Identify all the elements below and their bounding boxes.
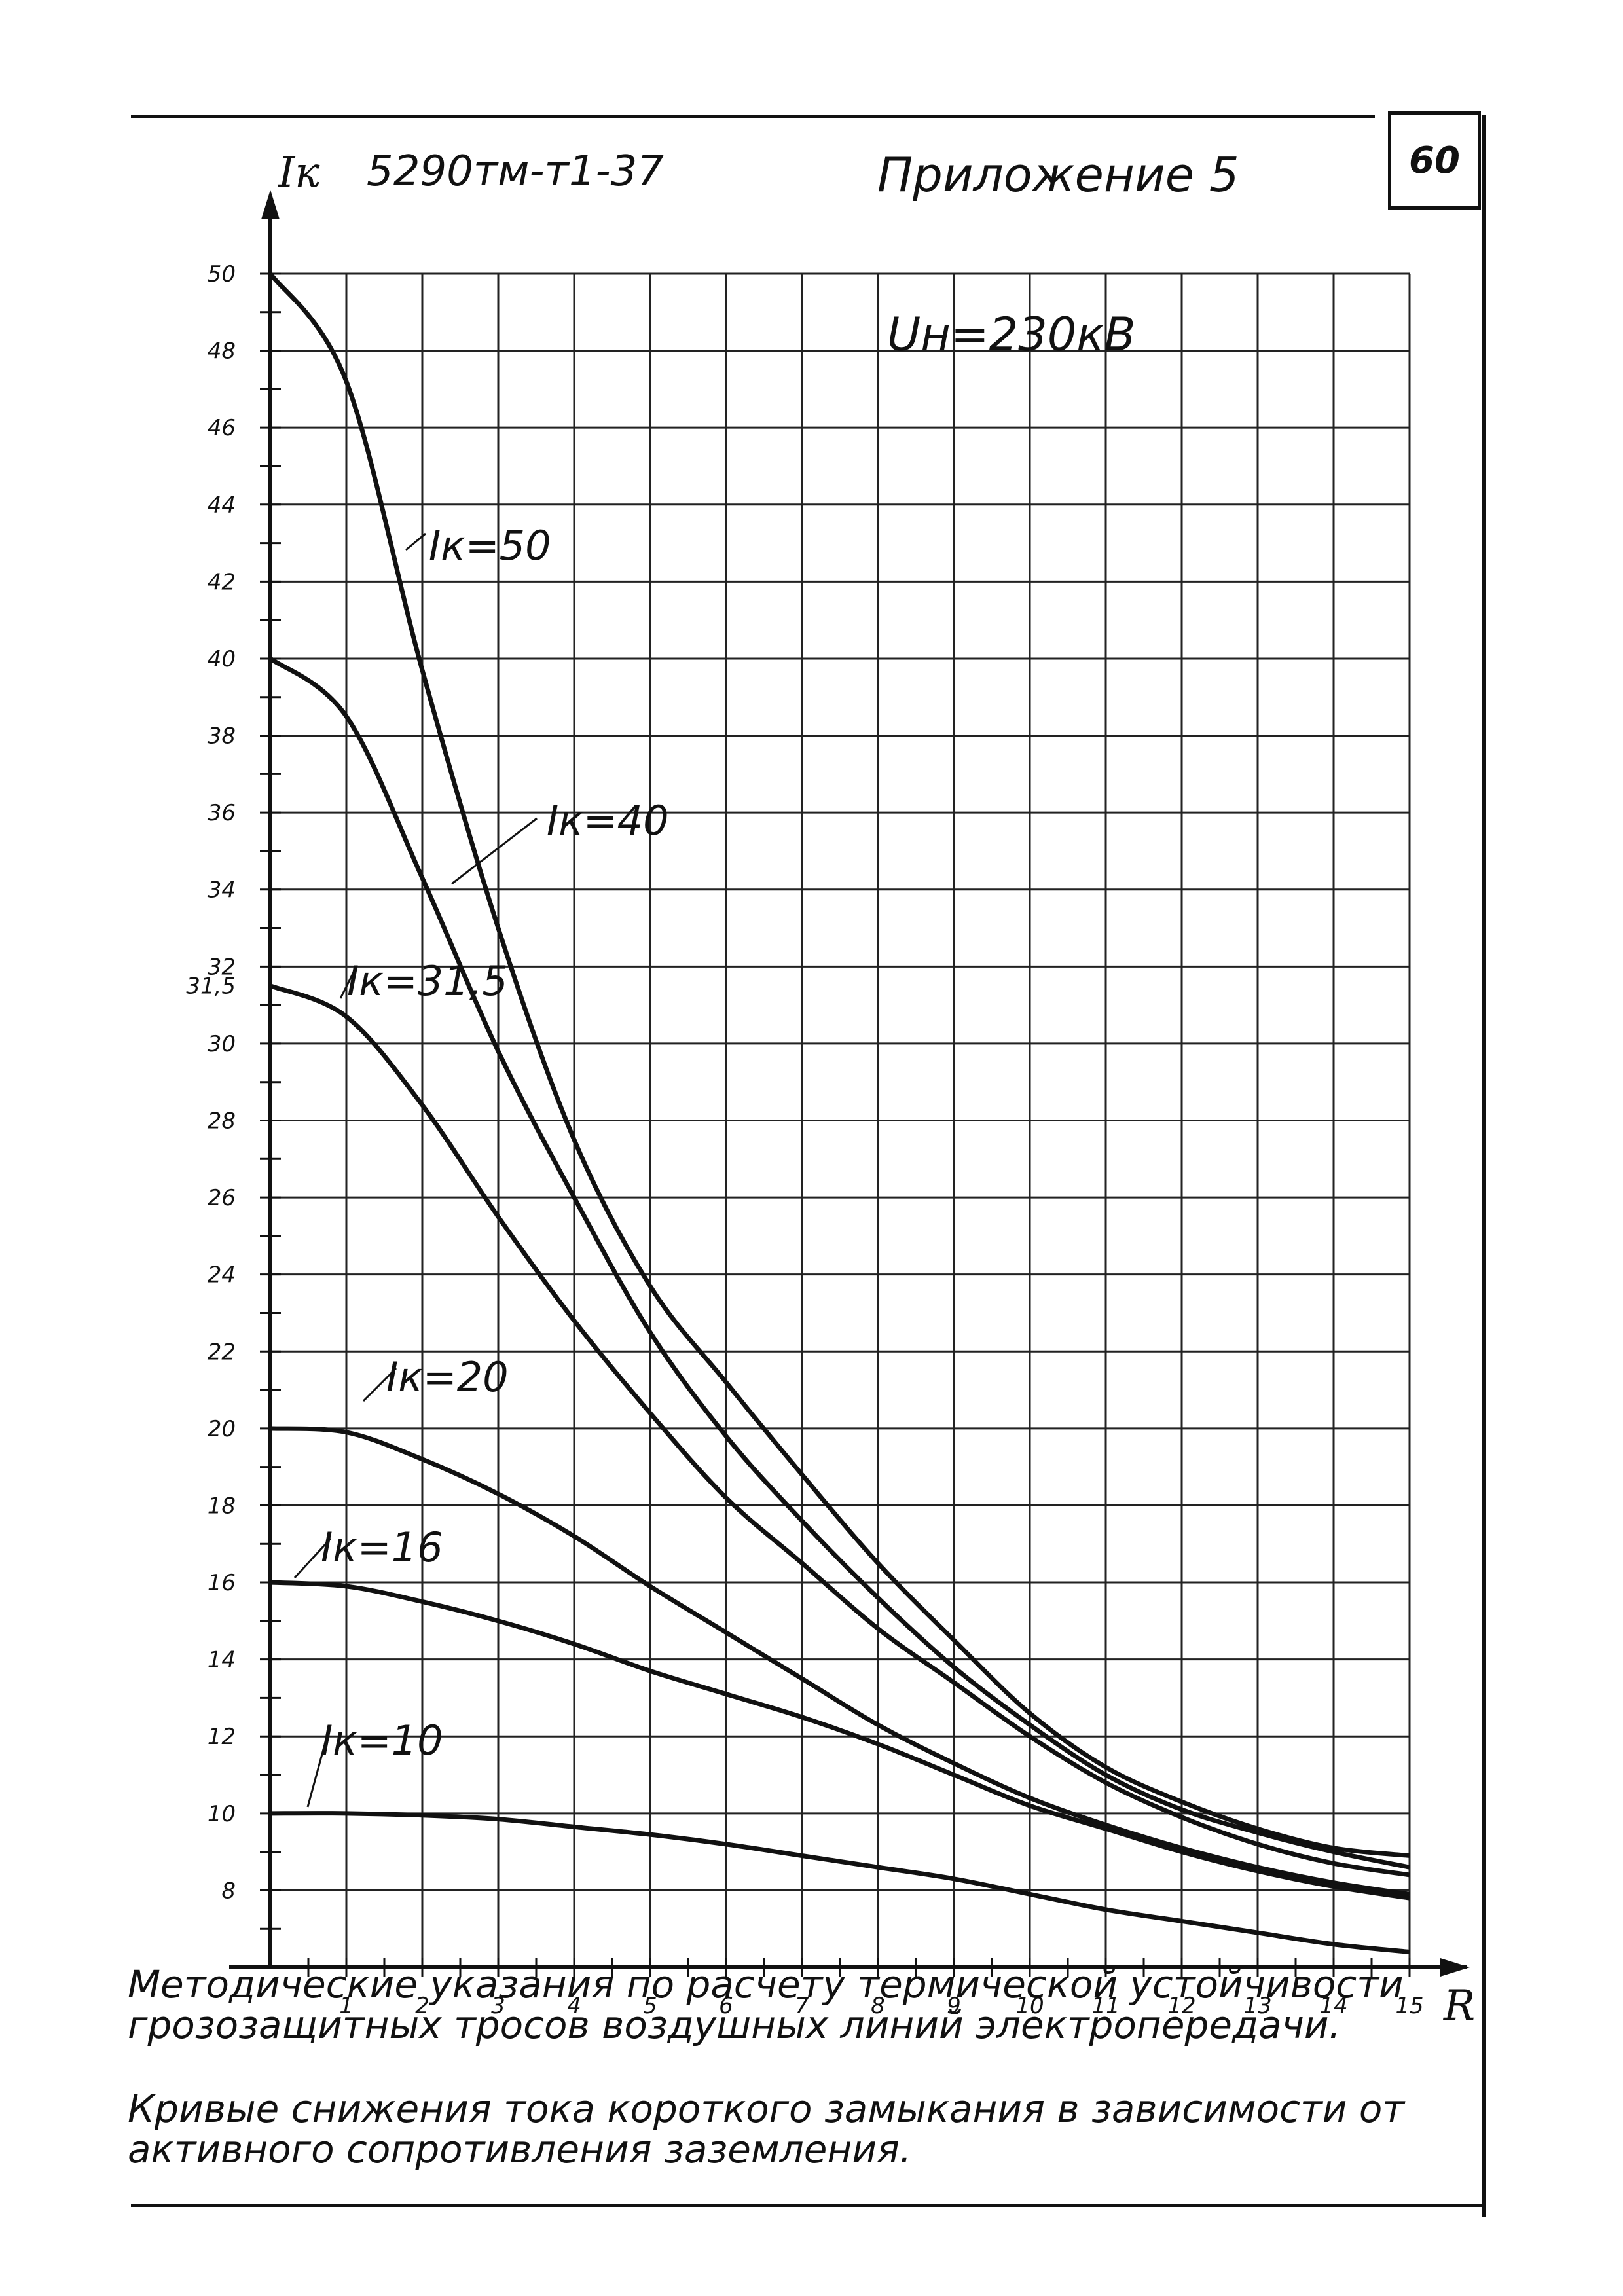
y-tick-label: 32 xyxy=(208,954,236,980)
y-tick-label: 14 xyxy=(208,1647,236,1673)
frame-top-line xyxy=(131,115,1375,118)
y-tick-label: 26 xyxy=(208,1185,236,1211)
y-tick-label: 12 xyxy=(208,1724,236,1750)
curve-line xyxy=(268,272,1410,1858)
curve-label-leader xyxy=(362,1367,397,1402)
curve-line xyxy=(268,657,1410,1870)
chart-grid xyxy=(270,272,1411,1967)
x-tick-label: 3 xyxy=(491,1993,505,2019)
x-tick-label: 1 xyxy=(339,1993,354,2019)
y-tick-label: 34 xyxy=(208,877,236,903)
page-number-box: 60 xyxy=(1388,111,1481,210)
curve-label-leader xyxy=(293,1537,332,1579)
curve-label: Iк=50 xyxy=(429,522,551,570)
voltage-annotation: Uн=230кВ xyxy=(887,308,1136,361)
curve-line xyxy=(269,983,1410,1878)
caption-methodical: Методические указания по расчету термиче… xyxy=(128,1962,1404,2047)
document-code: 5290тм-т1-37 xyxy=(367,147,665,196)
y-tick-label: 20 xyxy=(208,1416,236,1442)
y-tick-label: 36 xyxy=(208,800,236,826)
curve-line xyxy=(270,1426,1410,1897)
chart-labels: Iк R Uн=230кВ Iк=50 Iк=40 Iк=31,5 Iк=20 Iк=16 Iк… xyxy=(278,149,1475,2030)
frame-bottom-line xyxy=(131,2204,1484,2207)
x-tick-label: 10 xyxy=(1015,1993,1044,2019)
x-tick-label: 2 xyxy=(415,1993,429,2019)
y-tick-label: 38 xyxy=(208,723,236,750)
y-tick-label: 28 xyxy=(208,1108,236,1135)
x-tick-label: 7 xyxy=(795,1993,809,2019)
y-tick-label: 46 xyxy=(208,415,236,441)
x-tick-label: 4 xyxy=(567,1993,581,2019)
curve-label-leader xyxy=(339,965,358,999)
curve-label: Iк=20 xyxy=(386,1353,509,1401)
y-tick-label: 8 xyxy=(221,1878,236,1904)
frame-right-line xyxy=(1482,115,1486,2217)
curve-label: Iк=40 xyxy=(547,797,669,845)
caption-curves: Кривые снижения тока короткого замыкания… xyxy=(128,2086,1405,2172)
x-tick-label: 9 xyxy=(947,1993,961,2019)
y-tick-label: 22 xyxy=(208,1339,236,1365)
y-axis-name: Iк xyxy=(278,149,320,197)
curve-line xyxy=(270,1811,1410,1954)
curve-label-leader xyxy=(451,817,538,885)
curve-label: Iк=10 xyxy=(321,1717,443,1764)
curve-label-leader xyxy=(306,1734,329,1808)
x-tick-label: 5 xyxy=(643,1993,657,2019)
x-tick-label: 12 xyxy=(1167,1993,1195,2019)
y-tick-label: 16 xyxy=(208,1570,236,1596)
x-tick-label: 13 xyxy=(1243,1993,1271,2019)
curve-label: Iк=16 xyxy=(321,1523,443,1571)
chart-ticks: 5048464442403836343231,53028262422201816… xyxy=(186,261,1423,2019)
page-number: 60 xyxy=(1409,139,1460,182)
y-tick-label: 31,5 xyxy=(186,974,236,1000)
x-axis-name: R xyxy=(1443,1982,1475,2030)
x-axis-arrow xyxy=(1440,1958,1470,1977)
y-tick-label: 50 xyxy=(208,261,236,287)
y-tick-label: 48 xyxy=(208,338,236,365)
y-axis-arrow xyxy=(261,190,280,219)
x-tick-label: 15 xyxy=(1395,1993,1423,2019)
y-tick-label: 24 xyxy=(208,1262,236,1288)
x-tick-label: 11 xyxy=(1091,1993,1120,2019)
x-tick-label: 8 xyxy=(871,1993,885,2019)
chart-curves xyxy=(268,272,1410,1954)
x-tick-label: 14 xyxy=(1319,1993,1347,2019)
curve-label: Iк=31,5 xyxy=(347,957,508,1005)
curve-label-leader xyxy=(405,532,426,551)
curve-line xyxy=(270,1580,1410,1901)
x-tick-label: 6 xyxy=(719,1993,733,2019)
y-tick-label: 40 xyxy=(208,646,236,672)
y-tick-label: 18 xyxy=(208,1493,236,1519)
appendix-title: Приложение 5 xyxy=(877,147,1239,202)
y-tick-label: 42 xyxy=(208,569,236,595)
y-tick-label: 30 xyxy=(208,1031,236,1057)
y-tick-label: 10 xyxy=(208,1801,236,1827)
y-tick-label: 44 xyxy=(208,492,236,519)
